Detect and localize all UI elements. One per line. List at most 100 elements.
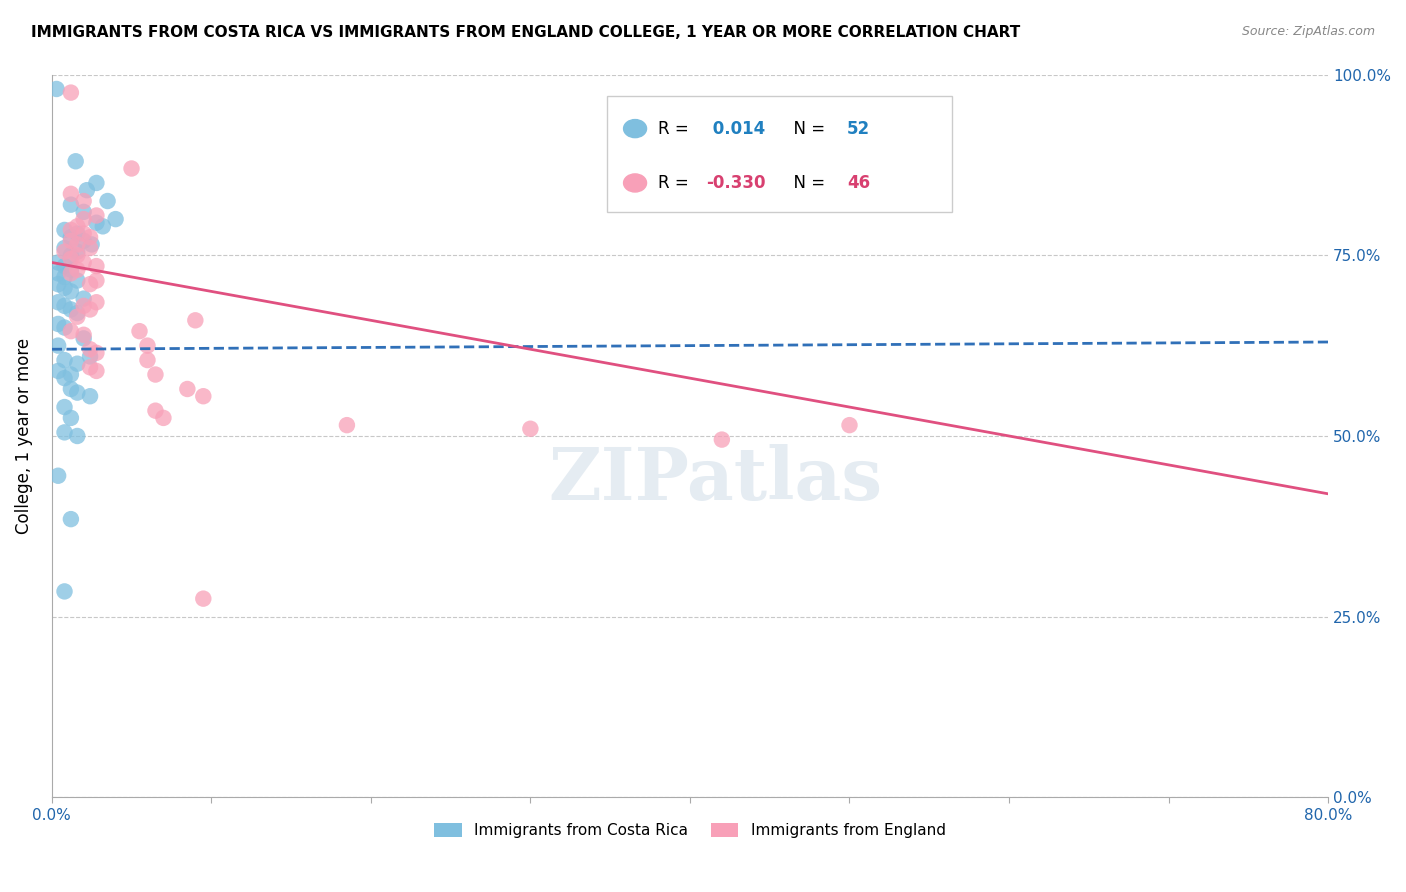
Text: IMMIGRANTS FROM COSTA RICA VS IMMIGRANTS FROM ENGLAND COLLEGE, 1 YEAR OR MORE CO: IMMIGRANTS FROM COSTA RICA VS IMMIGRANTS… bbox=[31, 25, 1021, 40]
Point bbox=[46, 277, 69, 292]
Point bbox=[59, 266, 82, 280]
Point bbox=[73, 212, 96, 227]
Text: N =: N = bbox=[783, 120, 831, 137]
Point bbox=[59, 324, 82, 338]
Point bbox=[53, 299, 76, 313]
Point bbox=[73, 227, 96, 241]
Point bbox=[73, 255, 96, 269]
Point bbox=[97, 194, 120, 208]
Text: 0.014: 0.014 bbox=[707, 120, 765, 137]
Point bbox=[66, 248, 89, 262]
Ellipse shape bbox=[624, 120, 647, 137]
Point bbox=[66, 244, 89, 259]
FancyBboxPatch shape bbox=[607, 96, 952, 212]
Point bbox=[73, 194, 96, 208]
Point bbox=[59, 252, 82, 266]
Point bbox=[46, 317, 69, 331]
Point bbox=[73, 292, 96, 306]
Text: R =: R = bbox=[658, 174, 695, 192]
Point bbox=[86, 274, 108, 288]
Text: N =: N = bbox=[783, 174, 831, 192]
Point bbox=[73, 205, 96, 219]
Point bbox=[79, 360, 101, 375]
Point bbox=[66, 227, 89, 241]
Point bbox=[59, 86, 82, 100]
Point bbox=[193, 389, 215, 403]
Point bbox=[91, 219, 114, 234]
Point bbox=[66, 310, 89, 324]
Point bbox=[121, 161, 143, 176]
Point bbox=[66, 385, 89, 400]
Point bbox=[53, 241, 76, 255]
Point bbox=[66, 357, 89, 371]
Point bbox=[86, 209, 108, 223]
Point bbox=[53, 244, 76, 259]
Point bbox=[86, 216, 108, 230]
Point bbox=[53, 400, 76, 414]
Point bbox=[79, 241, 101, 255]
Point bbox=[136, 338, 159, 352]
Point bbox=[79, 343, 101, 357]
Point bbox=[193, 591, 215, 606]
Point bbox=[53, 425, 76, 440]
Point bbox=[184, 313, 207, 327]
Text: -0.330: -0.330 bbox=[707, 174, 766, 192]
Point bbox=[59, 368, 82, 382]
Point bbox=[46, 364, 69, 378]
Point bbox=[80, 237, 103, 252]
Point bbox=[53, 371, 76, 385]
Point bbox=[59, 285, 82, 299]
Point bbox=[46, 468, 69, 483]
Point bbox=[59, 262, 82, 277]
Point bbox=[76, 183, 98, 197]
Point bbox=[145, 368, 167, 382]
Point bbox=[66, 219, 89, 234]
Point bbox=[838, 418, 860, 433]
Point bbox=[45, 82, 67, 96]
Point bbox=[66, 237, 89, 252]
Point bbox=[79, 350, 101, 364]
Point bbox=[65, 154, 87, 169]
Point bbox=[53, 281, 76, 295]
Point bbox=[53, 584, 76, 599]
Text: R =: R = bbox=[658, 120, 695, 137]
Y-axis label: College, 1 year or more: College, 1 year or more bbox=[15, 338, 32, 534]
Point bbox=[59, 248, 82, 262]
Point bbox=[59, 512, 82, 526]
Point bbox=[73, 299, 96, 313]
Point bbox=[176, 382, 198, 396]
Point bbox=[73, 327, 96, 342]
Point bbox=[128, 324, 150, 338]
Text: ZIPatlas: ZIPatlas bbox=[548, 444, 883, 515]
Text: 46: 46 bbox=[846, 174, 870, 192]
Point bbox=[152, 411, 174, 425]
Point bbox=[79, 230, 101, 244]
Point bbox=[73, 234, 96, 248]
Point bbox=[59, 302, 82, 317]
Point bbox=[86, 259, 108, 273]
Point bbox=[53, 353, 76, 368]
Point bbox=[710, 433, 733, 447]
Point bbox=[53, 223, 76, 237]
Point bbox=[66, 262, 89, 277]
Point bbox=[59, 197, 82, 211]
Point bbox=[59, 223, 82, 237]
Point bbox=[53, 320, 76, 334]
Point bbox=[59, 234, 82, 248]
Point bbox=[136, 353, 159, 368]
Point bbox=[79, 389, 101, 403]
Point bbox=[59, 230, 82, 244]
Point bbox=[46, 338, 69, 352]
Text: 52: 52 bbox=[846, 120, 870, 137]
Point bbox=[66, 306, 89, 320]
Legend: Immigrants from Costa Rica, Immigrants from England: Immigrants from Costa Rica, Immigrants f… bbox=[429, 817, 952, 844]
Point bbox=[86, 346, 108, 360]
Point bbox=[336, 418, 359, 433]
Point bbox=[59, 411, 82, 425]
Point bbox=[79, 277, 101, 292]
Point bbox=[66, 429, 89, 443]
Point bbox=[86, 364, 108, 378]
Point bbox=[46, 266, 69, 280]
Point bbox=[59, 186, 82, 201]
Point bbox=[86, 295, 108, 310]
